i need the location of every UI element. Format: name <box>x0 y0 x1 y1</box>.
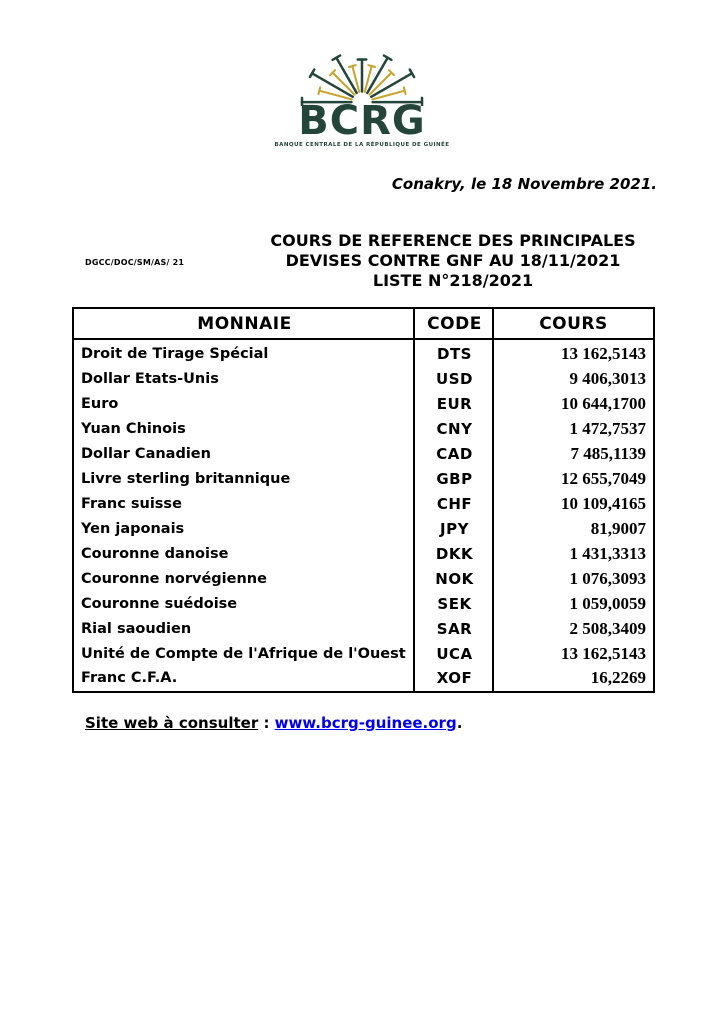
cours-cell: 1 076,3093 <box>569 568 647 588</box>
monnaie-cell: Couronne norvégienne <box>81 570 267 587</box>
table-vertical-divider <box>413 309 415 691</box>
website-note: Site web à consulter : www.bcrg-guinee.o… <box>85 714 462 732</box>
code-cell: UCA <box>436 644 473 663</box>
table-row: Couronne danoise DKK 1 431,3313 <box>74 541 653 566</box>
monnaie-cell: Euro <box>81 396 119 413</box>
title-line-1: COURS DE REFERENCE DES PRINCIPALES <box>270 231 636 250</box>
code-cell: CNY <box>436 420 473 439</box>
code-cell: JPY <box>440 519 469 538</box>
title-line-2: DEVISES CONTRE GNF AU 18/11/2021 <box>285 251 621 270</box>
monnaie-cell: Dollar Canadien <box>81 446 211 463</box>
cours-cell: 10 644,1700 <box>561 394 646 414</box>
monnaie-cell: Yen japonais <box>81 520 185 537</box>
monnaie-cell: Droit de Tirage Spécial <box>81 346 269 363</box>
table-header-row: MONNAIE CODE COURS <box>74 309 653 340</box>
cours-cell: 1 059,0059 <box>569 593 647 613</box>
cours-column-header: COURS <box>539 313 608 334</box>
website-link[interactable]: www.bcrg-guinee.org <box>274 714 457 732</box>
cours-cell: 1 472,7537 <box>569 419 647 439</box>
logo-sunburst-icon <box>300 54 424 106</box>
code-cell: DTS <box>437 345 472 364</box>
table-row: Livre sterling britannique GBP 12 655,7049 <box>74 467 653 492</box>
table-body: Droit de Tirage Spécial DTS 13 162,5143 Dol… <box>74 340 653 691</box>
table-row: Dollar Canadien CAD 7 485,1139 <box>74 442 653 467</box>
monnaie-cell: Franc C.F.A. <box>81 670 178 687</box>
bcrg-logo: BCRG BANQUE CENTRALE DE LA RÉPUBLIQUE DE… <box>252 46 472 148</box>
cours-cell: 2 508,3409 <box>569 618 647 638</box>
title-line-3: LISTE N°218/2021 <box>372 271 534 290</box>
table-row: Dollar Etats-Unis USD 9 406,3013 <box>74 367 653 392</box>
cours-cell: 81,9007 <box>590 518 646 538</box>
monnaie-column-header: MONNAIE <box>197 313 292 334</box>
code-cell: SEK <box>437 594 472 613</box>
date-line: Conakry, le 18 Novembre 2021. <box>391 175 657 193</box>
monnaie-cell: Rial saoudien <box>81 620 192 637</box>
cours-cell: 13 162,5143 <box>561 643 646 663</box>
table-row: Rial saoudien SAR 2 508,3409 <box>74 616 653 641</box>
table-row: Euro EUR 10 644,1700 <box>74 392 653 417</box>
monnaie-cell: Couronne suédoise <box>81 595 238 612</box>
code-cell: EUR <box>436 395 473 414</box>
code-cell: XOF <box>436 669 473 688</box>
code-cell: NOK <box>435 569 474 588</box>
logo-acronym: BCRG <box>298 98 426 144</box>
website-note-label: Site web à consulter <box>85 714 259 732</box>
table-row: Unité de Compte de l'Afrique de l'Ouest U… <box>74 641 653 666</box>
table-row: Yuan Chinois CNY 1 472,7537 <box>74 417 653 442</box>
document-title: COURS DE REFERENCE DES PRINCIPALES DEVIS… <box>260 231 646 291</box>
cours-cell: 7 485,1139 <box>570 444 646 464</box>
monnaie-cell: Livre sterling britannique <box>81 471 291 488</box>
table-row: Couronne norvégienne NOK 1 076,3093 <box>74 566 653 591</box>
website-note-separator: : <box>258 714 275 732</box>
cours-cell: 16,2269 <box>590 668 646 688</box>
code-cell: CAD <box>436 445 473 464</box>
table-row: Droit de Tirage Spécial DTS 13 162,5143 <box>74 342 653 367</box>
code-cell: GBP <box>436 470 473 489</box>
monnaie-cell: Dollar Etats-Unis <box>81 371 219 388</box>
cours-cell: 10 109,4165 <box>561 493 646 513</box>
cours-cell: 13 162,5143 <box>561 344 646 364</box>
cours-cell: 1 431,3313 <box>569 543 647 563</box>
table-row: Yen japonais JPY 81,9007 <box>74 516 653 541</box>
table-row: Couronne suédoise SEK 1 059,0059 <box>74 591 653 616</box>
cours-cell: 12 655,7049 <box>561 469 646 489</box>
website-note-period: . <box>456 714 463 732</box>
reference-code: DGCC/DOC/SM/AS/ 21 <box>85 258 185 267</box>
code-cell: CHF <box>436 494 473 513</box>
code-cell: SAR <box>436 619 473 638</box>
monnaie-cell: Unité de Compte de l'Afrique de l'Ouest <box>81 645 406 662</box>
table-row: Franc suisse CHF 10 109,4165 <box>74 492 653 517</box>
monnaie-cell: Franc suisse <box>81 495 182 512</box>
table-vertical-divider <box>492 309 494 691</box>
cours-cell: 9 406,3013 <box>569 369 647 389</box>
monnaie-cell: Couronne danoise <box>81 545 229 562</box>
table-row: Franc C.F.A. XOF 16,2269 <box>74 666 653 691</box>
logo-subtitle: BANQUE CENTRALE DE LA RÉPUBLIQUE DE GUIN… <box>274 142 450 148</box>
code-column-header: CODE <box>427 313 482 334</box>
code-cell: USD <box>436 370 473 389</box>
monnaie-cell: Yuan Chinois <box>81 421 186 438</box>
code-cell: DKK <box>435 544 474 563</box>
exchange-rates-table: MONNAIE CODE COURS Droit de Tirage Spéci… <box>72 307 655 693</box>
